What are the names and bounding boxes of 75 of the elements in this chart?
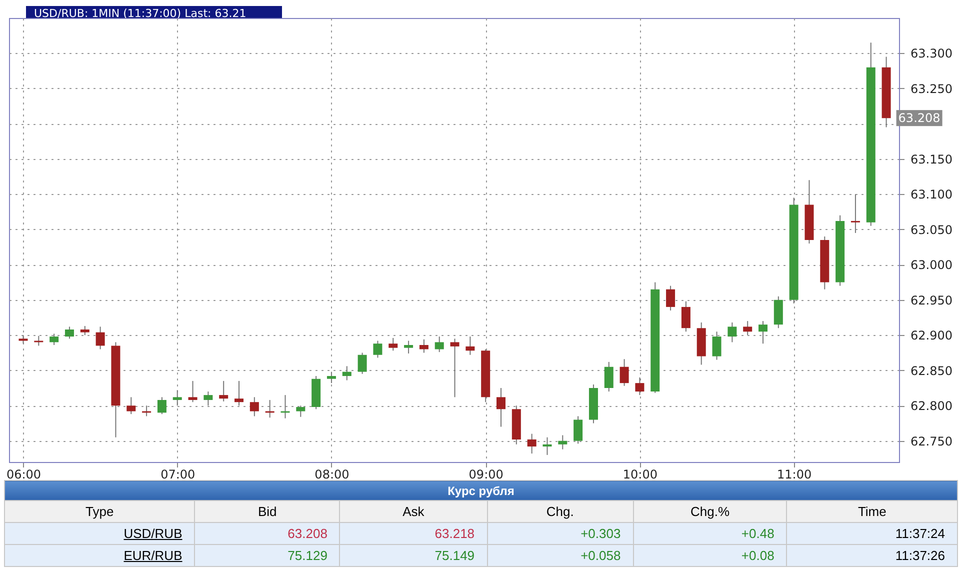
candlestick: [666, 285, 676, 311]
y-tick-label: 62.900: [910, 328, 952, 343]
text: Курс рубля: [4, 480, 958, 500]
candlestick: [96, 326, 105, 350]
candlestick: [296, 405, 306, 418]
candlestick: [358, 352, 367, 374]
y-tick-label: 62.850: [910, 364, 952, 378]
x-tick-label: 09:00: [468, 468, 504, 482]
text: 11:37:26: [786, 544, 958, 566]
text: 11:37:24: [786, 522, 958, 544]
text: 63.218: [340, 522, 488, 544]
candlestick: [604, 361, 614, 392]
candlestick: [850, 194, 860, 234]
candlestick: [558, 434, 568, 450]
y-tick-label: 63.250: [910, 82, 952, 96]
candlestick: [172, 390, 182, 406]
y-tick-label: 63.000: [910, 258, 952, 272]
candlestick: [434, 336, 444, 353]
candlestick: [126, 396, 136, 415]
x-tick-label: 10:00: [622, 468, 658, 482]
y-tick-label: 63.050: [910, 222, 952, 237]
text: +0.48: [633, 522, 787, 544]
y-tick-label: 62.750: [910, 434, 952, 448]
text: EUR/RUB: [4, 544, 195, 566]
candlestick: [50, 333, 59, 346]
y-tick-label: 62.950: [910, 293, 952, 308]
candlestick: [157, 396, 166, 415]
text: +0.303: [487, 522, 634, 544]
x-tick-label: 11:00: [777, 468, 812, 482]
y-tick-label: 63.150: [910, 152, 952, 166]
annotation: 63.208: [898, 111, 940, 126]
text: 63.208: [194, 522, 340, 544]
candlestick: [326, 371, 336, 384]
y-tick-label: 62.800: [910, 399, 952, 414]
candlestick: [450, 338, 460, 398]
text: USD/RUB: [4, 522, 195, 544]
candlestick: [681, 300, 690, 332]
candlestick: [620, 358, 629, 386]
candlestick: [728, 322, 737, 343]
text: 75.149: [340, 544, 488, 566]
candlestick: [496, 388, 506, 428]
x-tick-label: 08:00: [314, 468, 350, 482]
x-tick-label: 07:00: [160, 468, 196, 482]
text: Time: [786, 500, 958, 522]
candlestick: [527, 433, 536, 454]
y-tick-label: 63.300: [910, 46, 952, 61]
candlestick: [635, 376, 644, 396]
candlestick: [64, 326, 74, 340]
candlestick: [466, 336, 475, 356]
candlestick: [419, 338, 428, 354]
text: +0.058: [487, 544, 634, 566]
text: Chg.%: [633, 500, 787, 522]
candlestick: [542, 436, 552, 456]
candlestick: [574, 416, 583, 444]
candlestick: [250, 396, 259, 417]
candlestick: [219, 380, 228, 402]
text: Bid: [194, 500, 340, 522]
candlestick: [388, 337, 398, 352]
candlestick: [404, 340, 414, 354]
text: Type: [4, 500, 195, 522]
text: Ask: [340, 500, 488, 522]
candlestick: [373, 340, 382, 358]
candlestick: [342, 366, 352, 381]
y-tick-label: 63.100: [910, 188, 952, 202]
candlestick: [712, 331, 722, 360]
text: 75.129: [194, 544, 340, 566]
candlestick: [80, 325, 90, 336]
text: +0.08: [633, 544, 787, 566]
candlestick: [758, 320, 768, 344]
x-tick-label: 06:00: [6, 468, 42, 482]
candlestick: [188, 380, 198, 403]
text: Chg.: [487, 500, 634, 522]
candlestick: [234, 380, 244, 406]
candlestick: [204, 391, 213, 406]
candlestick: [743, 320, 752, 336]
